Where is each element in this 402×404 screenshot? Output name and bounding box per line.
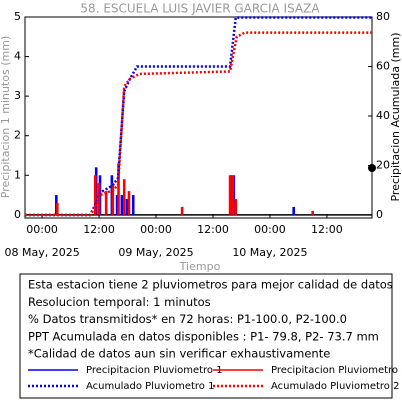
bar <box>125 199 129 215</box>
cumulative-line <box>25 16 372 217</box>
date-tick-label: 10 May, 2025 <box>232 246 307 259</box>
y2-tick-label: 80 <box>376 10 390 23</box>
bar <box>127 191 131 215</box>
y-tick-label: 1 <box>14 168 21 181</box>
y-tick-label: 5 <box>14 10 21 23</box>
date-tick-label: 08 May, 2025 <box>4 246 79 259</box>
y2-tick-label: 60 <box>376 60 390 73</box>
bar <box>97 183 101 215</box>
y-tick-label: 2 <box>14 129 21 142</box>
info-text: % Datos transmitidos* en 72 horas: P1-10… <box>28 312 347 326</box>
x-axis-label: Tiempo <box>179 260 221 273</box>
x-tick-label: 00:00 <box>140 223 172 236</box>
bar <box>117 163 120 215</box>
x-tick-label: 00:00 <box>26 223 58 236</box>
bar <box>122 179 126 215</box>
x-tick-label: 12:00 <box>311 223 343 236</box>
x-tick-label: 12:00 <box>197 223 229 236</box>
bar <box>104 191 108 215</box>
legend-label: Precipitacion Pluviometro 1 <box>86 365 223 376</box>
plot-frame <box>24 16 373 219</box>
legend-label: Precipitacion Pluviometro 2 <box>271 365 402 376</box>
y2-axis-label: Precipitacion Acumulada (mm) <box>389 32 402 201</box>
x-tick-label: 00:00 <box>254 223 286 236</box>
bar <box>180 206 184 215</box>
y2-tick-label: 20 <box>376 159 390 172</box>
legend-label: Acumulado Pluviometro 1 <box>86 381 214 392</box>
bar <box>111 183 115 215</box>
bar <box>93 175 97 215</box>
legend-label: Acumulado Pluviometro 2 <box>271 381 399 392</box>
info-text: *Calidad de datos aun sin verificar exha… <box>28 347 330 361</box>
bar <box>120 195 124 215</box>
info-text: Resolucion temporal: 1 minutos <box>28 295 211 309</box>
date-tick-label: 09 May, 2025 <box>118 246 193 259</box>
y-tick-label: 3 <box>14 89 21 102</box>
cumulative-line <box>25 31 372 217</box>
bar <box>292 206 295 215</box>
info-box <box>19 273 393 399</box>
chart-title: 58. ESCUELA LUIS JAVIER GARCIA ISAZA <box>80 2 320 16</box>
y-tick-label: 0 <box>14 208 21 221</box>
y-axis-label: Precipitacion 1 minutos (mm) <box>0 36 12 198</box>
bar <box>55 202 59 215</box>
bar <box>131 195 135 215</box>
bar <box>228 175 232 215</box>
bar <box>231 175 235 215</box>
y-tick-label: 4 <box>14 50 21 63</box>
info-text: Esta estacion tiene 2 pluviometros para … <box>28 278 393 292</box>
bar <box>234 199 238 215</box>
y2-tick-label: 0 <box>376 208 383 221</box>
bar <box>115 195 119 215</box>
bar <box>311 210 314 215</box>
x-tick-label: 12:00 <box>83 223 115 236</box>
y2-tick-label: 40 <box>376 109 390 122</box>
info-text: PPT Acumulada en datos disponibles : P1-… <box>28 329 379 343</box>
